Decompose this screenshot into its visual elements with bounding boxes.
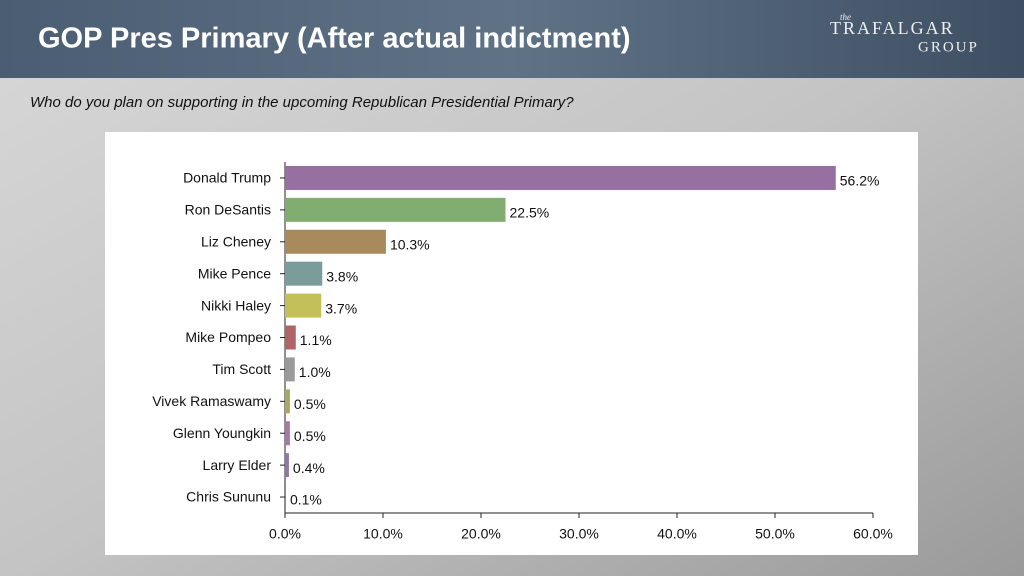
bar	[285, 293, 322, 318]
value-label: 3.8%	[326, 268, 358, 284]
y-tick-label: Tim Scott	[212, 361, 271, 377]
slide-title: GOP Pres Primary (After actual indictmen…	[38, 23, 631, 55]
header-band	[0, 0, 1024, 78]
x-tick-label: 60.0%	[853, 526, 893, 542]
value-label: 56.2%	[840, 173, 880, 189]
y-tick-label: Mike Pompeo	[185, 329, 271, 345]
chart-panel	[105, 132, 918, 555]
value-label: 1.0%	[299, 364, 331, 380]
y-tick-label: Donald Trump	[183, 170, 271, 186]
y-tick-label: Ron DeSantis	[185, 202, 271, 218]
x-tick-label: 20.0%	[461, 526, 501, 542]
bar	[285, 165, 836, 190]
value-label: 0.4%	[293, 460, 325, 476]
value-label: 10.3%	[390, 236, 430, 252]
logo-name: TRAFALGAR	[830, 18, 955, 38]
y-tick-label: Larry Elder	[203, 457, 272, 473]
value-label: 22.5%	[510, 205, 550, 221]
bar	[285, 357, 295, 382]
bar	[285, 229, 386, 254]
value-label: 0.5%	[294, 396, 326, 412]
y-tick-label: Chris Sununu	[186, 489, 271, 505]
bar	[285, 453, 289, 478]
bar	[285, 421, 290, 446]
logo-top: the	[840, 12, 851, 22]
y-tick-label: Nikki Haley	[201, 297, 271, 313]
value-label: 0.5%	[294, 428, 326, 444]
x-tick-label: 50.0%	[755, 526, 795, 542]
y-tick-label: Glenn Youngkin	[173, 425, 271, 441]
x-tick-label: 40.0%	[657, 526, 697, 542]
y-tick-label: Vivek Ramaswamy	[152, 393, 271, 409]
logo-bottom: GROUP	[918, 39, 979, 55]
bar	[285, 389, 290, 414]
bar	[285, 485, 286, 510]
value-label: 3.7%	[325, 300, 357, 316]
y-tick-label: Liz Cheney	[201, 233, 271, 249]
x-tick-label: 0.0%	[269, 526, 301, 542]
x-tick-label: 30.0%	[559, 526, 599, 542]
y-tick-label: Mike Pence	[198, 265, 271, 281]
x-tick-label: 10.0%	[363, 526, 403, 542]
value-label: 0.1%	[290, 492, 322, 508]
bar	[285, 325, 296, 350]
bar	[285, 197, 506, 222]
bar	[285, 261, 323, 286]
question: Who do you plan on supporting in the upc…	[30, 94, 574, 111]
value-label: 1.1%	[300, 332, 332, 348]
